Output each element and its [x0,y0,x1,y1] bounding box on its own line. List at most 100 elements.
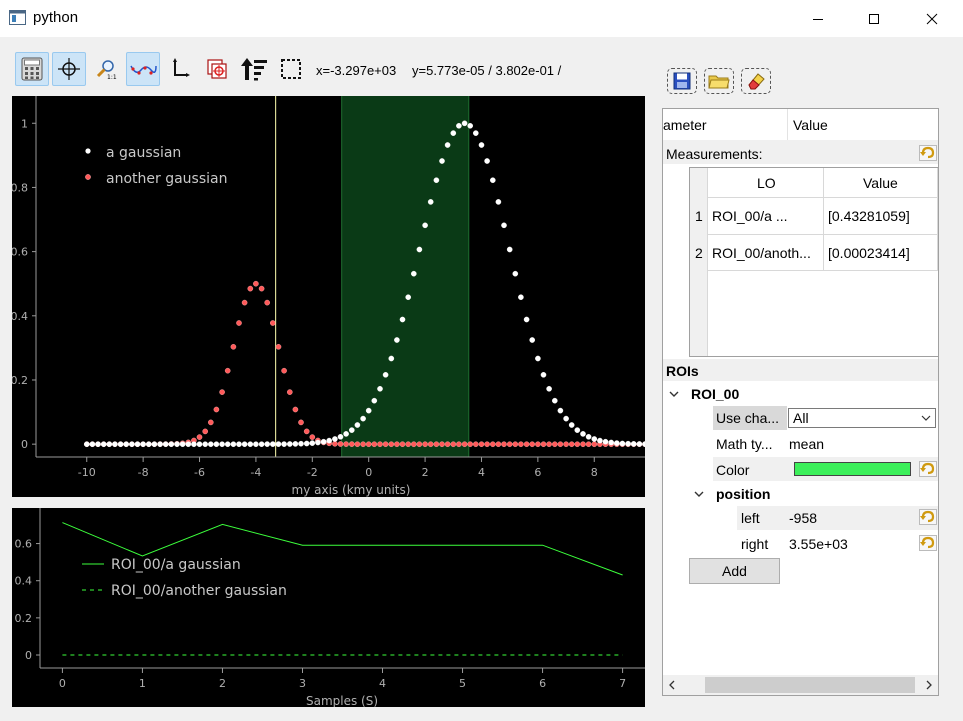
point-another-gaussian [523,441,530,448]
table-cell-name[interactable]: ROI_00/a ... [712,208,788,224]
table-header-value[interactable]: Value [863,175,898,191]
add-roi-button[interactable]: Add [689,558,780,584]
close-button[interactable] [909,0,955,37]
main-plot-canvas[interactable]: 0 0.2 0.4 0.6 0.8 1 -10 -8 -6 -4 -2 0 2 4 6 8 a gaussia… [11,96,648,497]
point-a-gaussian [574,427,581,433]
minimize-button[interactable] [795,0,841,37]
reset-measurements-icon[interactable] [919,145,937,161]
point-another-gaussian [405,441,412,448]
point-a-gaussian [112,441,118,448]
point-another-gaussian [309,434,316,440]
x-tick-label: 0 [365,466,372,479]
crosshair-tool-button[interactable] [52,52,86,86]
roi-history-plot[interactable]: 0 0.2 0.4 0.6 0 1 2 3 4 5 6 7 ROI_00/a gaussian ROI… [12,508,645,708]
roi-history-x-axis-label: Samples (S) [306,694,378,707]
roi-name-label[interactable]: ROI_00 [691,386,740,402]
cursor-y-readout: y=5.773e-05 / 3.802e-01 / [412,63,562,78]
point-a-gaussian [456,122,462,129]
color-swatch[interactable] [794,462,911,476]
chevron-down-icon[interactable] [694,489,704,499]
roi-history-plot-canvas[interactable]: 0 0.2 0.4 0.6 0 1 2 3 4 5 6 7 ROI_00/a gaussian ROI… [12,508,645,708]
point-a-gaussian [405,294,412,300]
point-another-gaussian [247,285,254,292]
x-tick-label: 2 [219,677,226,690]
point-a-gaussian [117,441,124,448]
table-cell-value[interactable]: [0.00023414] [828,245,910,261]
reset-color-icon[interactable] [919,461,937,477]
point-another-gaussian [495,441,502,448]
header-divider [787,109,788,140]
table-cell-value[interactable]: [0.43281059] [828,208,910,224]
clear-button[interactable] [741,68,771,94]
point-another-gaussian [450,441,457,448]
point-another-gaussian [518,441,524,448]
curve-fit-tool-button[interactable] [126,52,160,86]
sort-tool-button[interactable] [237,52,271,86]
main-plot[interactable]: 0 0.2 0.4 0.6 0.8 1 -10 -8 -6 -4 -2 0 2 4 6 8 a gaussia… [11,96,648,497]
point-a-gaussian [129,441,135,448]
position-group-label[interactable]: position [716,486,771,502]
point-another-gaussian [230,343,237,350]
point-another-gaussian [371,441,378,448]
left-row [737,506,938,530]
open-folder-button[interactable] [704,68,734,94]
use-channel-label-cell [713,406,787,430]
measurements-label: Measurements: [666,146,763,162]
chevron-down-icon[interactable] [669,389,679,399]
point-another-gaussian [478,441,485,448]
point-a-gaussian [95,441,101,448]
dashed-select-icon [281,59,301,79]
select-region-tool-button[interactable] [274,52,308,86]
position-right-value[interactable]: 3.55e+03 [789,536,848,552]
roi-target-tool-button[interactable] [200,52,234,86]
plot-toolbar: 1:1 x=-3.297 [0,50,660,90]
point-a-gaussian [371,397,378,404]
table-header-lo[interactable]: LO [757,175,776,191]
horizontal-scrollbar[interactable] [663,675,938,695]
legend-label-a-gaussian: a gaussian [106,145,181,161]
point-another-gaussian [337,441,344,447]
point-a-gaussian [416,246,423,253]
point-a-gaussian [326,437,333,444]
legend-marker-a-gaussian [85,148,91,154]
roi-region[interactable] [341,96,469,457]
chevron-left-icon[interactable] [668,680,676,690]
reset-left-icon[interactable] [919,509,937,525]
point-a-gaussian [602,438,609,445]
x-tick-label: 6 [534,466,541,479]
point-a-gaussian [360,415,366,422]
crosshair-icon [58,58,80,80]
use-channel-label: Use cha... [716,410,780,426]
maximize-button[interactable] [851,0,897,37]
point-a-gaussian [151,441,158,448]
point-a-gaussian [450,130,457,136]
point-another-gaussian [433,441,440,448]
table-cell-name[interactable]: ROI_00/anoth... [712,245,811,261]
point-a-gaussian [523,316,530,323]
point-another-gaussian [365,441,372,448]
point-a-gaussian [552,397,558,404]
x-tick-label: -4 [250,466,261,479]
point-a-gaussian [179,441,186,448]
axes-tool-button[interactable] [163,52,197,86]
position-left-value[interactable]: -958 [789,510,818,526]
point-another-gaussian [343,441,349,447]
value-column-header[interactable]: Value [793,117,828,133]
math-type-value[interactable]: mean [789,436,825,452]
point-a-gaussian [478,142,485,148]
rois-row [663,359,938,381]
calculator-tool-button[interactable] [15,52,49,86]
reset-right-icon[interactable] [919,535,937,551]
scrollbar-thumb[interactable] [705,677,915,693]
point-a-gaussian [422,222,428,229]
chevron-right-icon[interactable] [925,680,933,690]
use-channel-dropdown[interactable]: All [788,408,936,428]
measurements-table[interactable]: LO Value 1 ROI_00/a ... [0.43281059] 2 R… [689,167,939,357]
point-another-gaussian [461,441,468,448]
parameter-column-header[interactable]: ameter [663,117,707,133]
save-button[interactable] [667,68,697,94]
maximize-icon [869,13,879,24]
point-a-gaussian [332,436,338,442]
zoom-tool-button[interactable]: 1:1 [89,52,123,86]
point-a-gaussian [399,316,406,323]
